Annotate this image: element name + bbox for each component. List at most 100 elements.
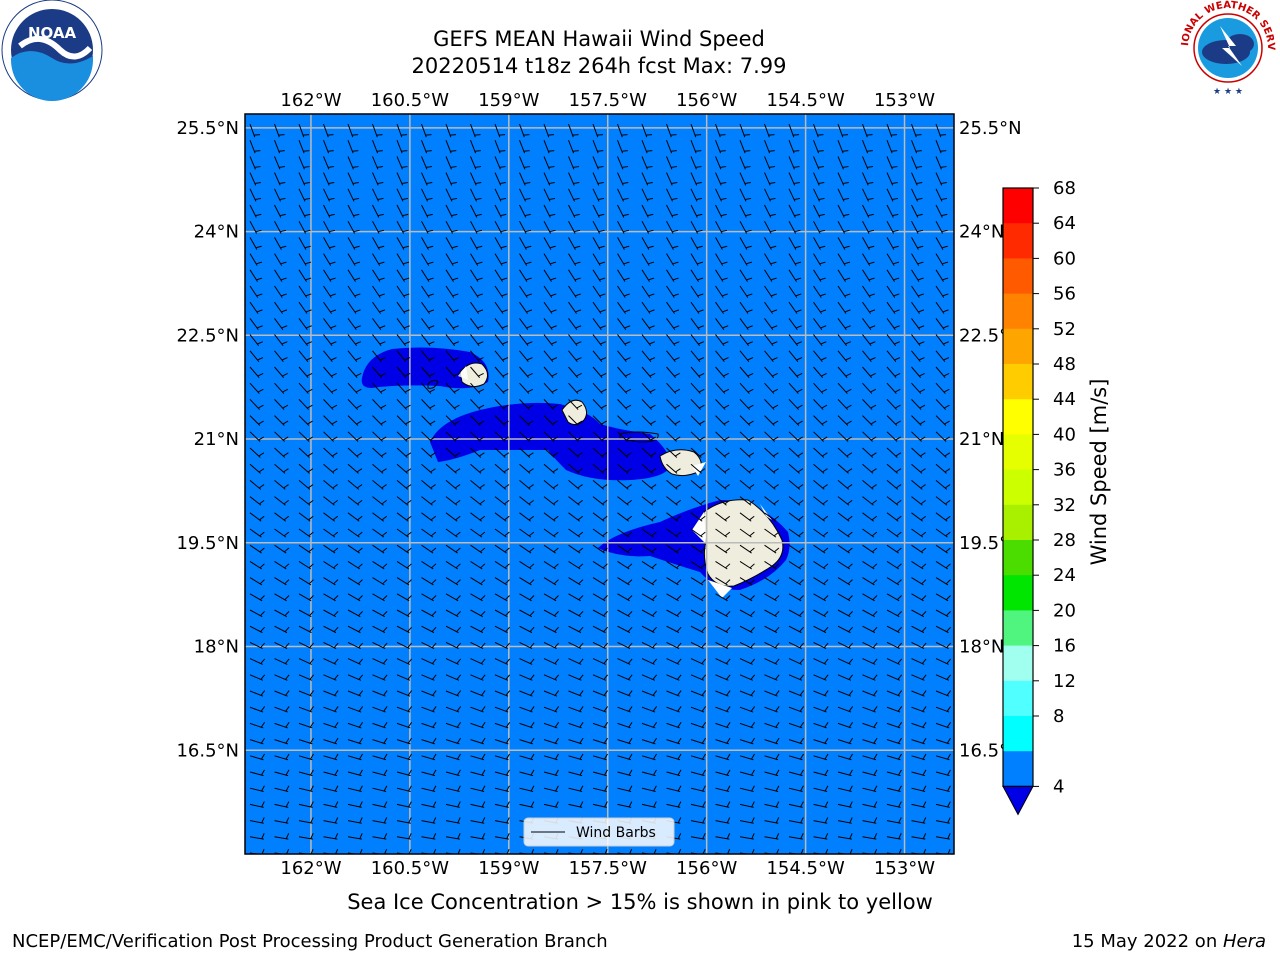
wind-barb	[911, 172, 923, 186]
wind-barb	[690, 447, 706, 458]
wind-barb	[666, 785, 682, 792]
wind-barb	[445, 658, 462, 665]
wind-barb	[715, 769, 731, 777]
wind-barb	[592, 560, 608, 570]
wind-barb	[323, 140, 334, 154]
wind-barb	[470, 769, 486, 777]
wind-barb	[298, 463, 314, 474]
wind-barb	[886, 350, 901, 362]
wind-barb	[445, 140, 457, 154]
wind-barb	[249, 382, 264, 394]
wind-barb	[421, 156, 433, 170]
lat-labels-left: 25.5°N 24°N 22.5°N 21°N 19.5°N 18°N 16.5°N	[176, 118, 239, 761]
wind-barb	[911, 609, 927, 618]
wind-barb	[764, 833, 780, 840]
wind-barb	[396, 706, 413, 713]
lat-label: 24°N	[194, 222, 239, 243]
wind-barb	[249, 318, 263, 330]
wind-barb	[396, 318, 410, 330]
wind-barb	[274, 447, 289, 458]
wind-barb	[886, 833, 902, 840]
wind-barb	[617, 480, 632, 490]
wind-barb	[347, 833, 363, 840]
wind-barb	[617, 140, 628, 154]
wind-barb	[837, 172, 849, 186]
wind-barb	[519, 544, 535, 554]
wind-barb	[690, 301, 704, 314]
wind-barb	[935, 560, 951, 570]
lon-label: 160.5°W	[371, 858, 450, 879]
wind-barb	[617, 188, 629, 202]
wind-barb	[274, 253, 287, 266]
wind-barb	[862, 366, 876, 378]
wind-barb	[715, 560, 731, 570]
wind-barb	[298, 285, 312, 298]
wind-barb	[298, 769, 314, 777]
wind-barb	[519, 447, 534, 458]
colorbar-tick-label: 56	[1053, 284, 1076, 305]
wind-barb	[445, 560, 461, 570]
wind-barb	[641, 753, 657, 761]
wind-barb	[568, 801, 584, 808]
wind-barb	[543, 253, 557, 266]
colorbar-tick-label: 24	[1053, 565, 1076, 586]
wind-barb	[298, 785, 314, 792]
wind-barb	[421, 544, 437, 554]
wind-barb	[837, 237, 850, 250]
wind-barb	[274, 577, 290, 586]
legend-label: Wind Barbs	[576, 825, 656, 841]
wind-barb	[372, 301, 386, 314]
wind-barb	[788, 560, 804, 570]
wind-barb	[617, 801, 633, 808]
wind-barb	[249, 769, 265, 777]
wind-barb	[249, 528, 265, 538]
wind-barb	[690, 833, 706, 840]
wind-barb	[323, 447, 338, 458]
wind-barb	[274, 301, 288, 314]
wind-barb	[788, 833, 804, 840]
wind-barb	[372, 496, 387, 506]
wind-barb	[911, 674, 927, 681]
wind-barb	[739, 801, 755, 808]
wind-barb	[788, 544, 804, 554]
wind-barb	[470, 641, 486, 649]
wind-barb	[421, 431, 436, 442]
wind-barb	[862, 431, 877, 442]
wind-barb	[764, 399, 779, 410]
wind-barb	[641, 528, 657, 538]
wind-barb	[396, 817, 412, 824]
wind-barb	[788, 480, 804, 490]
wind-barb	[813, 285, 826, 298]
lat-label: 21°N	[194, 429, 239, 450]
wind-barb	[715, 512, 731, 522]
wind-barb	[274, 382, 289, 394]
wind-barb	[323, 123, 334, 138]
wind-barb	[886, 382, 901, 394]
wind-barb	[911, 382, 926, 394]
wind-barb	[666, 334, 680, 346]
wind-barb	[298, 480, 314, 490]
wind-barb	[323, 496, 338, 506]
wind-barb	[617, 382, 632, 394]
wind-barb	[396, 140, 408, 154]
wind-barb	[543, 123, 555, 138]
wind-barb	[788, 785, 804, 792]
wind-barb	[788, 753, 804, 761]
wind-barb	[666, 512, 682, 522]
wind-barb	[911, 593, 927, 602]
wind-barb	[323, 188, 335, 202]
wind-barb	[249, 188, 262, 202]
wind-barb	[690, 706, 707, 713]
wind-barb	[788, 674, 805, 681]
wind-barb	[445, 188, 458, 202]
wind-barb	[323, 753, 339, 761]
wind-barb	[396, 285, 410, 298]
wind-barb	[323, 722, 339, 729]
wind-barb	[470, 496, 485, 506]
wind-barb	[862, 220, 875, 234]
wind-barb	[592, 544, 608, 554]
wind-barb	[470, 301, 484, 314]
wind-barb	[813, 528, 829, 538]
colorbar-segment	[1003, 680, 1033, 717]
wind-barb	[249, 140, 261, 154]
